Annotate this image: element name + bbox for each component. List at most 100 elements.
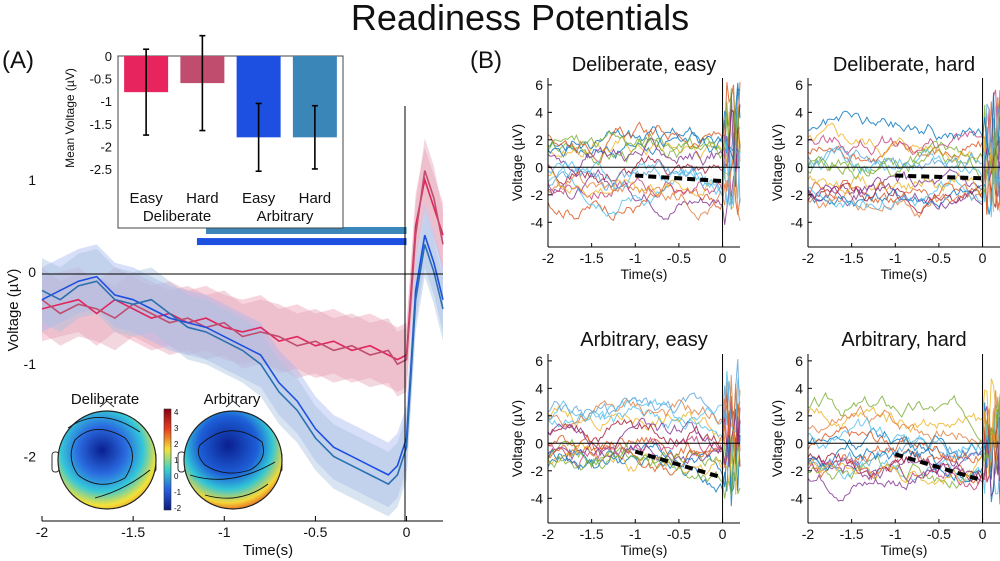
subject-trace-3	[547, 401, 741, 468]
ytick-label: -2	[531, 187, 544, 203]
xtick-label: -1	[629, 250, 642, 266]
subject-trace-15	[807, 409, 1000, 467]
ytick-label: -4	[791, 490, 804, 506]
subject-trace-9	[807, 390, 1000, 459]
colorbar-tick-label: 3	[174, 424, 179, 433]
subject-trace-7	[547, 396, 741, 468]
panel-b-subplot-3: 6 4 2 0 -2 -4 -2 -1.5 -1 -0.5 0 Time(s) Voltage (µV)…	[769, 329, 1000, 558]
panel-a-xtick-label: -1.5	[121, 524, 145, 540]
colorbar-tick-label: 1	[174, 456, 179, 465]
subject-trace-6	[547, 393, 741, 467]
ytick-label: 2	[795, 408, 803, 424]
ytick-label: 2	[535, 132, 543, 148]
ytick-label: 0	[535, 159, 543, 175]
ytick-label: 0	[795, 435, 803, 451]
inset-group-arbitrary: Arbitrary	[257, 208, 314, 225]
topo-colorbar-ticks: 4 3 2 1 0 -1 -2	[174, 408, 182, 513]
figure-title: Readiness Potentials	[351, 0, 689, 38]
panel-a-main-plot: -2 -1.5 -1 -0.5 0 1 0 -1 -2 Time(s) Voltage (µV)	[5, 106, 444, 559]
subject-trace-4	[547, 101, 741, 166]
xtick-label: 0	[719, 526, 727, 542]
xlabel: Time(s)	[621, 266, 668, 282]
subject-trace-10	[807, 90, 1000, 161]
xtick-label: -1	[889, 250, 902, 266]
xtick-label: -1.5	[840, 526, 864, 542]
colorbar-tick-label: 0	[174, 472, 179, 481]
series-2-band	[42, 202, 443, 508]
ytick-label: -2	[791, 463, 804, 479]
topo-colorbar	[163, 408, 172, 511]
subject-trace-12	[807, 127, 1000, 213]
subplot-title: Deliberate, hard	[833, 54, 975, 76]
xlabel: Time(s)	[881, 542, 928, 558]
subject-trace-10	[547, 87, 741, 161]
xtick-label: -1	[889, 526, 902, 542]
subject-trace-1	[547, 158, 741, 222]
panel-a-xtick-label: -2	[36, 524, 49, 540]
panel-a-axes: -2 -1.5 -1 -0.5 0 1 0 -1 -2	[24, 172, 443, 540]
xtick-label: -1	[629, 526, 642, 542]
ytick-label: -2	[531, 463, 544, 479]
subject-trace-15	[547, 140, 741, 210]
subject-trace-14	[807, 391, 1000, 462]
ytick-label: -4	[531, 490, 544, 506]
panel-a-ytick-label: -1	[24, 356, 37, 372]
subject-trace-6	[807, 417, 1000, 483]
ytick-label: -4	[531, 214, 544, 230]
subject-trace-14	[547, 443, 741, 499]
subject-trace-9	[807, 154, 1000, 219]
panel-a-inset-bar-chart: Easy Hard Easy Hard 0 -0.5 -1 -1.5 -2 -2.5 Mean …	[63, 34, 344, 229]
ytick-label: 2	[535, 408, 543, 424]
subject-trace-15	[807, 151, 1000, 218]
ytick-label: 6	[795, 353, 803, 369]
ylabel: Voltage (µV)	[509, 400, 525, 477]
xtick-label: -1.5	[580, 250, 604, 266]
subject-trace-2	[547, 389, 741, 464]
subject-trace-12	[807, 408, 1000, 486]
series-1-band	[42, 138, 443, 397]
xtick-label: 0	[719, 250, 727, 266]
ylabel: Voltage (µV)	[509, 124, 525, 201]
trend-line	[895, 173, 983, 181]
ytick-label: 4	[795, 104, 803, 120]
xtick-label: -2	[802, 250, 815, 266]
subject-trace-11	[807, 408, 1000, 471]
xtick-label: -0.5	[667, 250, 691, 266]
panel-b-subplot-1: 6 4 2 0 -2 -4 -2 -1.5 -1 -0.5 0 Time(s) Voltage (µV)…	[769, 54, 1000, 282]
ytick-label: 0	[795, 159, 803, 175]
subject-trace-0	[807, 402, 1000, 472]
series-0-band	[42, 147, 443, 392]
topo-head-arbitrary	[177, 400, 283, 510]
topo-head-deliberate	[51, 400, 157, 510]
panel-a-ytick-label: 1	[28, 172, 36, 188]
xtick-label: 0	[979, 250, 987, 266]
subject-trace-14	[807, 132, 1000, 193]
ytick-label: 6	[535, 77, 543, 93]
inset-category-label-3: Hard	[299, 190, 332, 207]
subject-trace-13	[807, 435, 1000, 505]
subject-trace-13	[547, 413, 741, 468]
panel-a-xtick-label: -1	[218, 524, 231, 540]
subject-trace-7	[807, 89, 1000, 160]
panel-b-subplot-2: 6 4 2 0 -2 -4 -2 -1.5 -1 -0.5 0 Time(s) Voltage (µV)…	[509, 329, 741, 558]
subject-trace-13	[807, 140, 1000, 211]
xtick-label: 0	[979, 526, 987, 542]
inset-ytick-label: -1	[100, 94, 112, 109]
subject-trace-0	[547, 428, 741, 494]
subject-trace-14	[547, 87, 741, 160]
series-3-band	[42, 212, 443, 517]
trend-line	[894, 452, 984, 483]
panel-a-ytick-label: 0	[28, 264, 36, 280]
subject-trace-7	[547, 143, 741, 204]
panel-a-xtick-label: 0	[403, 524, 411, 540]
inset-category-label-1: Hard	[186, 190, 219, 207]
xtick-label: -1.5	[580, 526, 604, 542]
inset-ytick-label: -0.5	[90, 72, 112, 87]
xtick-label: -2	[542, 526, 555, 542]
subject-trace-10	[807, 429, 1000, 503]
xlabel: Time(s)	[881, 266, 928, 282]
xtick-label: -1.5	[840, 250, 864, 266]
inset-bars: Easy Hard Easy Hard	[124, 34, 337, 207]
inset-ylabel: Mean Voltage (µV)	[63, 68, 77, 168]
inset-ytick-label: -2.5	[90, 162, 112, 177]
